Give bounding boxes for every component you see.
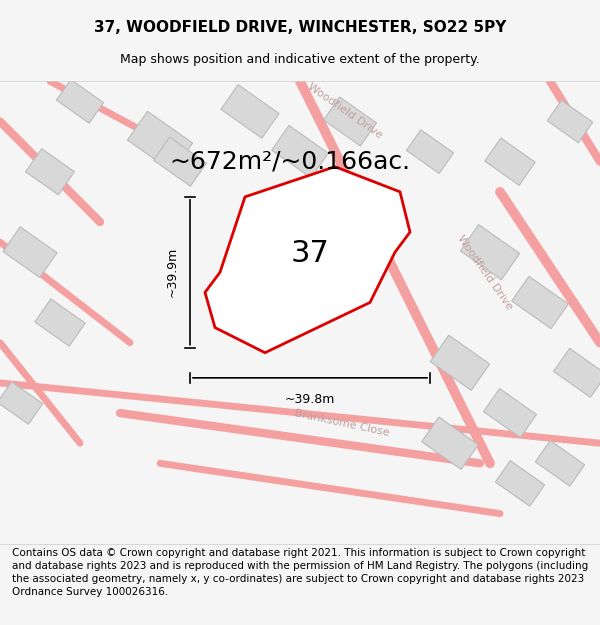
Text: ~39.8m: ~39.8m bbox=[285, 394, 335, 406]
Text: 37, WOODFIELD DRIVE, WINCHESTER, SO22 5PY: 37, WOODFIELD DRIVE, WINCHESTER, SO22 5P… bbox=[94, 20, 506, 35]
Polygon shape bbox=[422, 417, 478, 469]
Polygon shape bbox=[535, 441, 584, 486]
Text: ~672m²/~0.166ac.: ~672m²/~0.166ac. bbox=[169, 149, 410, 174]
Polygon shape bbox=[26, 149, 74, 195]
Polygon shape bbox=[496, 461, 545, 506]
Text: 37: 37 bbox=[291, 239, 330, 268]
Text: Woodfield Drive: Woodfield Drive bbox=[455, 233, 514, 311]
Text: Woodfield Drive: Woodfield Drive bbox=[306, 82, 384, 141]
Polygon shape bbox=[205, 167, 410, 352]
Text: ~39.9m: ~39.9m bbox=[166, 247, 179, 298]
Polygon shape bbox=[554, 348, 600, 398]
Text: Contains OS data © Crown copyright and database right 2021. This information is : Contains OS data © Crown copyright and d… bbox=[12, 548, 588, 598]
Polygon shape bbox=[154, 137, 206, 186]
Polygon shape bbox=[430, 335, 490, 391]
Polygon shape bbox=[265, 220, 344, 294]
Polygon shape bbox=[35, 299, 85, 346]
Polygon shape bbox=[323, 97, 376, 146]
Text: Map shows position and indicative extent of the property.: Map shows position and indicative extent… bbox=[120, 52, 480, 66]
Polygon shape bbox=[3, 227, 57, 278]
Polygon shape bbox=[547, 100, 593, 142]
Polygon shape bbox=[484, 389, 536, 438]
Polygon shape bbox=[221, 84, 279, 138]
Polygon shape bbox=[272, 126, 328, 178]
Polygon shape bbox=[460, 224, 520, 280]
Text: Branksome Close: Branksome Close bbox=[293, 408, 391, 438]
Polygon shape bbox=[485, 138, 535, 186]
Polygon shape bbox=[406, 130, 454, 174]
Polygon shape bbox=[512, 276, 568, 329]
Polygon shape bbox=[56, 79, 104, 123]
Polygon shape bbox=[127, 111, 193, 172]
Polygon shape bbox=[0, 382, 43, 424]
